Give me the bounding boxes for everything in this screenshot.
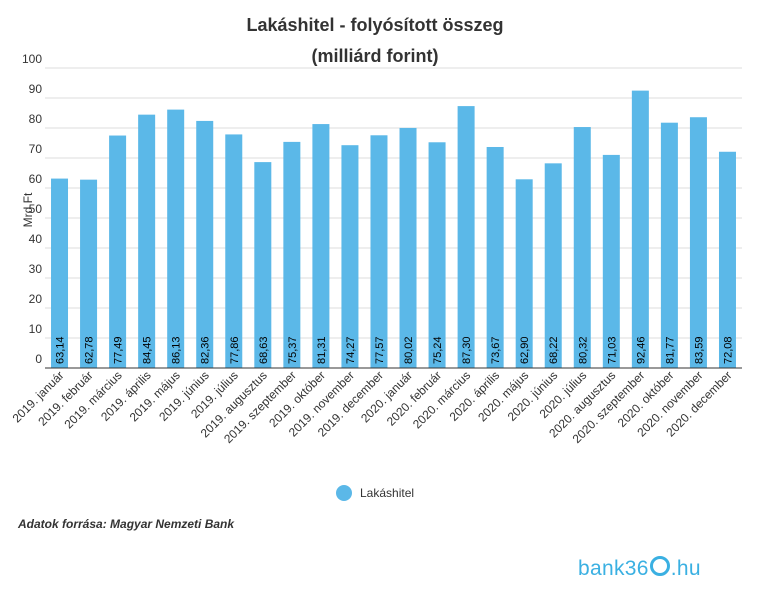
bar-22[interactable] [689, 117, 707, 368]
data-label-20: 92,46 [635, 336, 647, 364]
bar-11[interactable] [370, 135, 388, 368]
data-label-1: 62,78 [84, 336, 96, 364]
data-label-11: 77,57 [374, 336, 386, 364]
legend-label-lakashitel[interactable]: Lakáshitel [360, 486, 414, 500]
data-label-13: 75,24 [432, 336, 444, 364]
data-label-23: 72,08 [722, 336, 734, 364]
data-label-14: 87,30 [461, 336, 473, 364]
bar-20[interactable] [631, 90, 649, 369]
data-source-note: Adatok forrása: Magyar Nemzeti Bank [18, 517, 235, 531]
bars [51, 90, 736, 369]
bar-1[interactable] [80, 179, 98, 368]
bar-4[interactable] [167, 109, 185, 369]
data-label-22: 83,59 [693, 336, 705, 364]
legend-swatch-lakashitel[interactable] [336, 485, 352, 501]
y-tick-label-40: 40 [29, 232, 43, 246]
y-tick-label-70: 70 [29, 142, 43, 156]
bar-10[interactable] [341, 145, 359, 368]
y-tick-label-0: 0 [35, 352, 42, 366]
data-label-0: 63,14 [55, 336, 67, 364]
chart-title-line-2: (milliárd forint) [312, 46, 439, 66]
data-label-6: 77,86 [229, 336, 241, 364]
data-label-18: 80,32 [577, 336, 589, 364]
bar-17[interactable] [544, 163, 562, 368]
bar-7[interactable] [254, 162, 272, 368]
bar-8[interactable] [283, 141, 301, 368]
legend[interactable]: Lakáshitel [336, 485, 414, 501]
data-label-10: 74,27 [345, 336, 357, 364]
data-label-2: 77,49 [113, 336, 125, 364]
data-label-21: 81,77 [664, 336, 676, 364]
data-label-15: 73,67 [490, 336, 502, 364]
bar-6[interactable] [225, 134, 243, 368]
bar-16[interactable] [515, 179, 533, 368]
data-label-8: 75,37 [287, 336, 299, 364]
bar-21[interactable] [660, 122, 678, 368]
data-label-16: 62,90 [519, 336, 531, 364]
data-label-9: 81,31 [316, 336, 328, 364]
chart-title-line-1: Lakáshitel - folyósított összeg [246, 15, 503, 35]
y-tick-label-90: 90 [29, 82, 43, 96]
bar-14[interactable] [457, 106, 475, 368]
bar-15[interactable] [486, 146, 504, 368]
bar-12[interactable] [399, 127, 417, 368]
bar-2[interactable] [109, 135, 127, 368]
data-label-5: 82,36 [200, 336, 212, 364]
data-label-17: 68,22 [548, 336, 560, 364]
y-axis-label: Mrd Ft [21, 192, 35, 227]
bar-13[interactable] [428, 142, 446, 368]
bank360-logo[interactable]: bank36 .hu [578, 556, 701, 581]
y-tick-label-30: 30 [29, 262, 43, 276]
bar-23[interactable] [718, 151, 736, 368]
y-tick-label-60: 60 [29, 172, 43, 186]
data-label-12: 80,02 [403, 336, 415, 364]
logo-ring-icon [649, 556, 670, 576]
data-label-19: 71,03 [606, 336, 618, 364]
y-tick-label-20: 20 [29, 292, 43, 306]
logo-text-prefix: bank36 [578, 557, 649, 580]
y-tick-label-80: 80 [29, 112, 43, 126]
data-labels: 63,14 62,78 77,49 84,45 86,13 82,36 77,86 68,63… [55, 336, 735, 364]
logo-text-suffix: .hu [670, 557, 701, 580]
data-label-4: 86,13 [171, 336, 183, 364]
y-tick-labels: 0 10 20 30 40 50 60 70 80 90 100 [22, 52, 42, 366]
data-label-3: 84,45 [142, 336, 154, 364]
bar-5[interactable] [196, 120, 214, 368]
bar-9[interactable] [312, 124, 330, 368]
bar-0[interactable] [51, 178, 69, 368]
data-label-7: 68,63 [258, 336, 270, 364]
bar-19[interactable] [602, 154, 620, 368]
bar-18[interactable] [573, 127, 591, 368]
bar-3[interactable] [138, 114, 156, 369]
gridlines [45, 67, 742, 339]
y-tick-label-50: 50 [29, 202, 43, 216]
y-tick-label-100: 100 [22, 52, 42, 66]
y-tick-label-10: 10 [29, 322, 43, 336]
